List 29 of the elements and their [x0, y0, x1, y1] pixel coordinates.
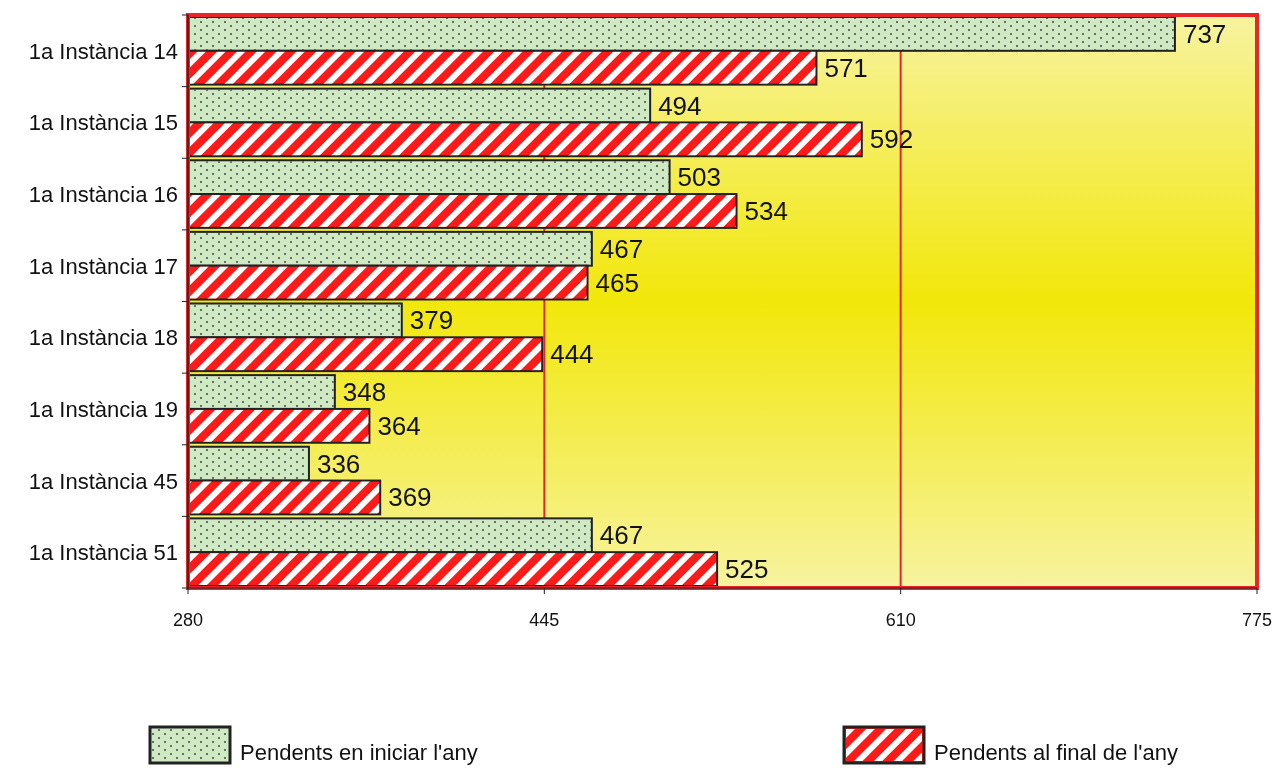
data-label: 379 [409, 305, 454, 336]
x-tick-label: 610 [885, 610, 916, 630]
data-label: 534 [744, 195, 788, 226]
data-label: 503 [677, 162, 721, 193]
data-label: 525 [725, 554, 769, 585]
x-tick-label: 775 [1241, 610, 1273, 630]
y-tick-label: 1a Instància 18 [28, 325, 178, 351]
x-tick-label: 445 [529, 610, 560, 630]
y-tick-label: 1a Instància 51 [28, 540, 178, 566]
data-label: 737 [1182, 18, 1227, 49]
y-tick-label: 1a Instància 17 [28, 253, 178, 279]
x-tick-label: 280 [172, 610, 204, 630]
data-label: 467 [599, 520, 644, 551]
y-tick-label: 1a Instància 14 [28, 38, 178, 64]
y-tick-label: 1a Instància 45 [28, 468, 178, 494]
data-label: 494 [658, 90, 702, 121]
data-label: 336 [316, 448, 361, 479]
data-label: 369 [388, 482, 432, 513]
data-label: 444 [550, 339, 594, 370]
legend-label: Pendents al final de l'any [934, 740, 1178, 765]
data-label: 348 [342, 377, 387, 408]
y-tick-label: 1a Instància 19 [28, 396, 178, 422]
data-label: 364 [377, 410, 421, 441]
legend-label: Pendents en iniciar l'any [240, 740, 478, 765]
data-label: 467 [599, 233, 644, 264]
data-label: 465 [595, 267, 639, 298]
data-label: 571 [824, 52, 868, 83]
y-tick-label: 1a Instància 16 [28, 182, 178, 208]
y-tick-label: 1a Instància 15 [28, 110, 178, 136]
